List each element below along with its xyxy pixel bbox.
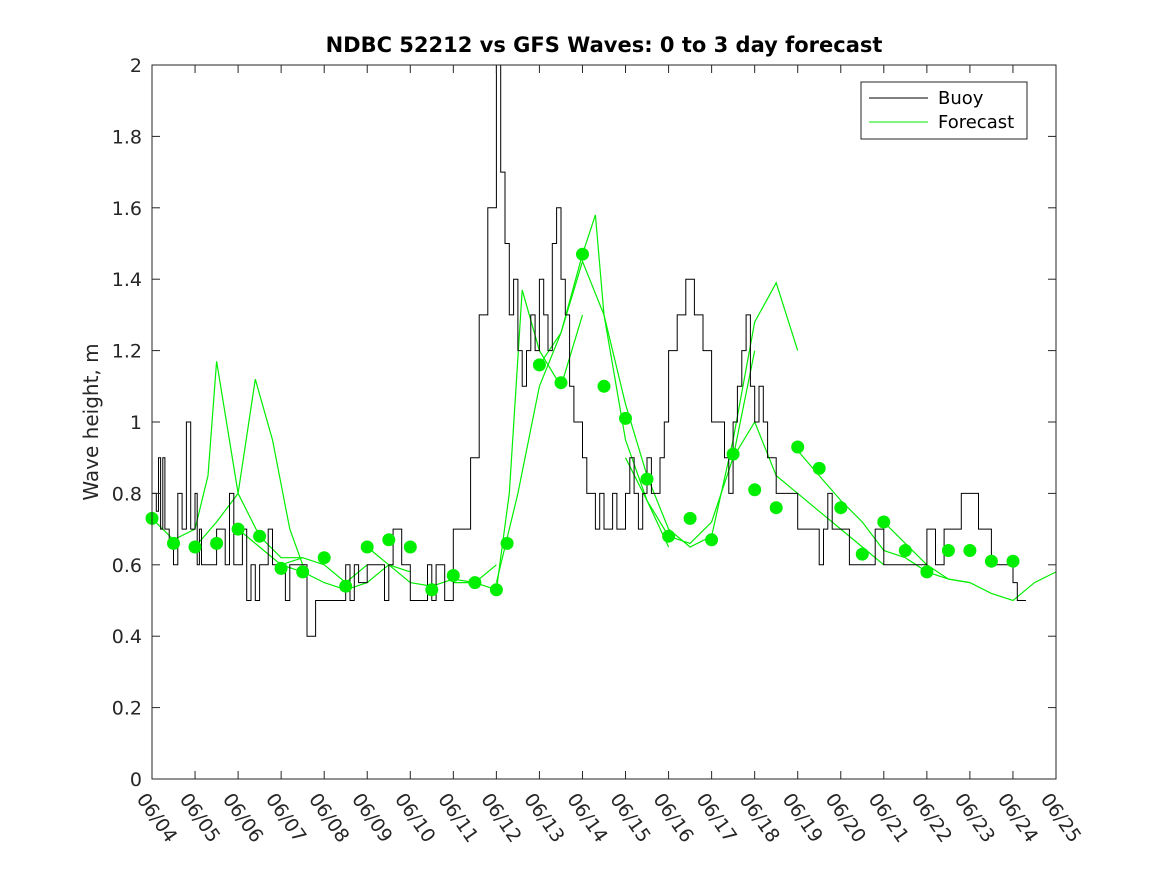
buoy-line <box>152 64 1026 637</box>
y-tick-label-1: 0.2 <box>112 698 142 720</box>
forecast-point-6 <box>274 561 288 575</box>
forecast-point-16 <box>489 583 503 597</box>
forecast-point-20 <box>576 247 589 261</box>
forecast-point-30 <box>791 440 805 454</box>
forecast-point-21 <box>597 379 611 393</box>
forecast-point-8 <box>317 551 331 565</box>
forecast-line-10 <box>732 420 885 566</box>
forecast-line-0 <box>151 361 303 559</box>
forecast-point-17 <box>500 536 514 550</box>
forecast-point-31 <box>812 461 826 475</box>
forecast-point-35 <box>898 544 912 557</box>
y-tick-label-7: 1.4 <box>112 269 142 291</box>
forecast-line-12 <box>883 521 1057 602</box>
forecast-line-7 <box>538 214 670 548</box>
forecast-point-23 <box>640 472 654 486</box>
forecast-point-12 <box>403 540 417 554</box>
forecast-point-37 <box>941 544 955 557</box>
forecast-point-15 <box>468 576 482 590</box>
forecast-point-14 <box>446 569 460 582</box>
forecast-point-2 <box>188 540 202 554</box>
forecast-line-1 <box>194 379 304 566</box>
y-tick-label-4: 0.8 <box>112 483 142 505</box>
forecast-point-33 <box>855 547 869 561</box>
forecast-point-11 <box>382 533 396 547</box>
legend-forecast-label: Forecast <box>938 112 1014 133</box>
y-tick-label-5: 1 <box>130 412 142 434</box>
forecast-point-39 <box>984 554 998 568</box>
y-tick-label-0: 0 <box>130 769 142 791</box>
forecast-point-28 <box>748 483 762 497</box>
y-tick-label-10: 2 <box>130 55 142 77</box>
legend-box <box>860 81 1028 140</box>
forecast-point-7 <box>296 565 310 579</box>
forecast-point-24 <box>662 529 676 543</box>
forecast-point-10 <box>360 540 374 554</box>
y-tick-label-2: 0.4 <box>112 626 142 648</box>
y-tick-label-6: 1.2 <box>112 341 142 363</box>
forecast-point-3 <box>210 536 224 550</box>
y-tick-label-9: 1.8 <box>112 126 142 148</box>
legend-buoy-label: Buoy <box>938 88 984 109</box>
legend: Buoy Forecast <box>860 81 1028 140</box>
forecast-point-19 <box>554 376 568 390</box>
forecast-point-5 <box>253 529 267 543</box>
y-tick-label-3: 0.6 <box>112 555 142 577</box>
forecast-point-13 <box>425 583 439 597</box>
forecast-point-36 <box>920 565 934 579</box>
y-tick-label-8: 1.6 <box>112 198 142 220</box>
forecast-point-22 <box>619 411 632 425</box>
forecast-point-4 <box>231 522 245 536</box>
series-layer <box>145 64 1057 637</box>
forecast-point-26 <box>705 533 719 547</box>
forecast-point-25 <box>683 511 697 525</box>
y-axis-label: Wave height, m <box>79 343 103 500</box>
forecast-point-34 <box>877 515 891 529</box>
chart-title: NDBC 52212 vs GFS Waves: 0 to 3 day fore… <box>326 33 883 57</box>
forecast-point-27 <box>726 447 740 461</box>
forecast-point-40 <box>1006 554 1020 568</box>
forecast-line-6 <box>495 259 670 583</box>
forecast-point-32 <box>834 501 848 515</box>
forecast-point-9 <box>339 579 353 593</box>
forecast-point-29 <box>769 501 783 515</box>
forecast-point-38 <box>963 544 977 557</box>
forecast-point-1 <box>167 536 180 550</box>
forecast-point-18 <box>532 358 546 372</box>
